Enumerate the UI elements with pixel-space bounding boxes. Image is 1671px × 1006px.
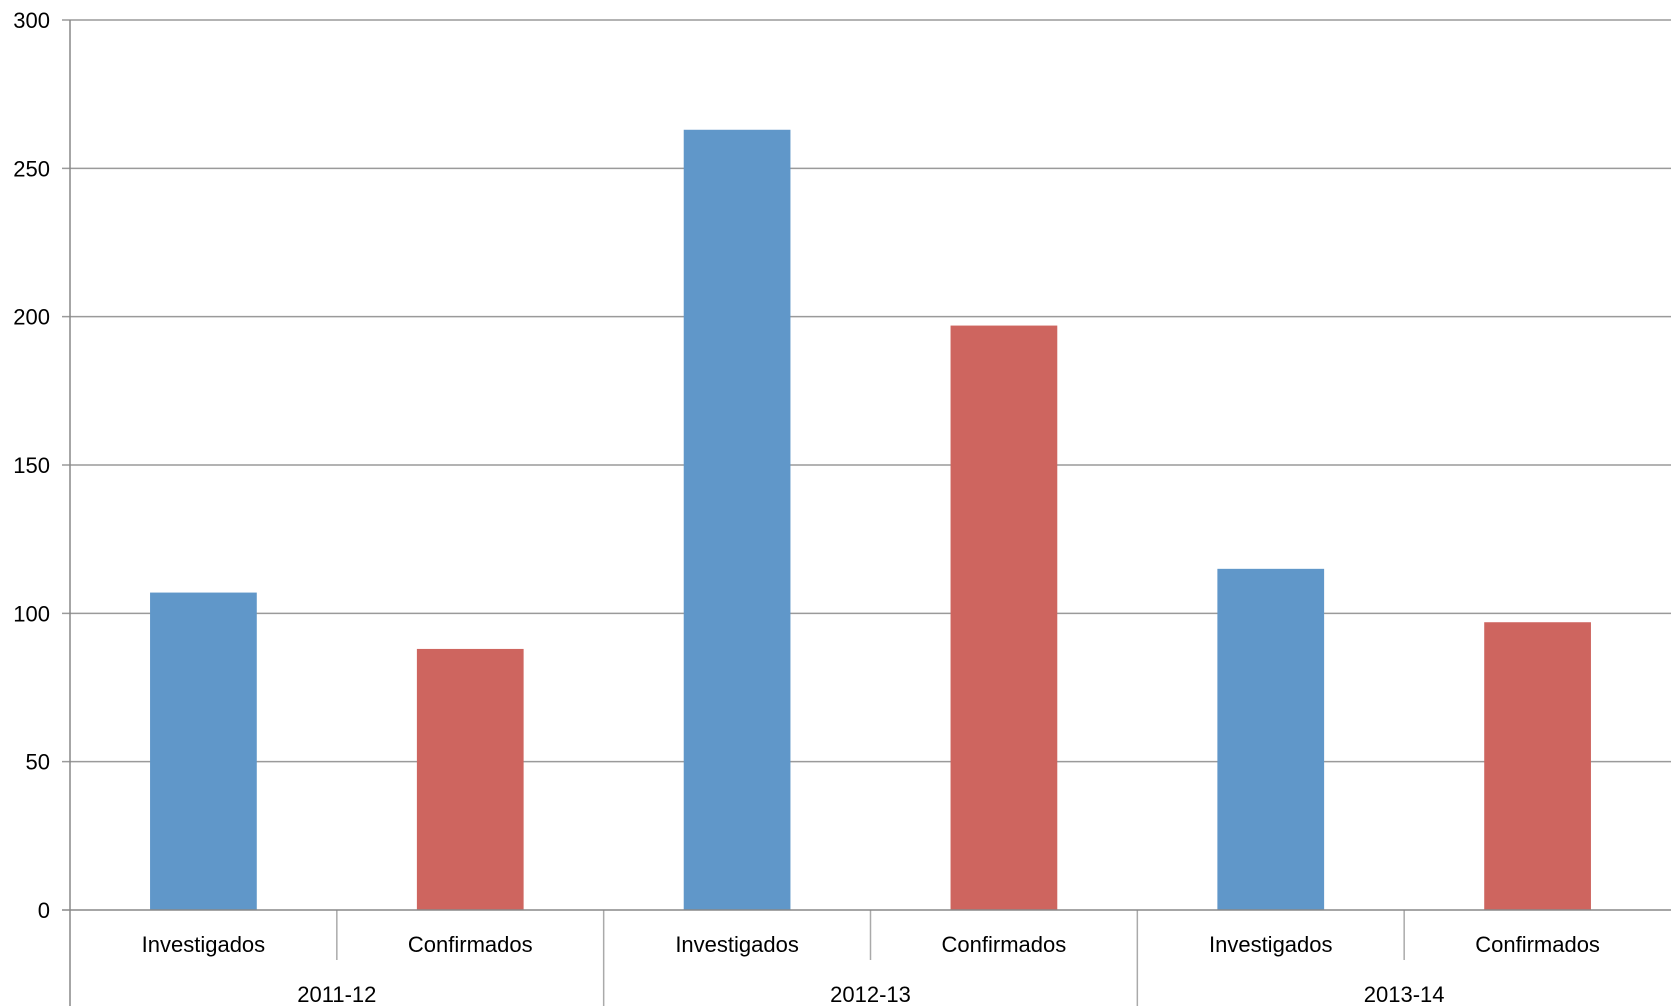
axes [62,20,1671,1006]
grid-lines [62,19,1671,763]
y-tick-label: 300 [13,8,50,33]
group-label: 2013-14 [1364,982,1445,1006]
bar-category-label: Confirmados [408,932,533,957]
bar-2011-12-confirmados [416,648,524,910]
y-tick-label: 250 [13,156,50,181]
bar-category-label: Confirmados [942,932,1067,957]
y-tick-label: 150 [13,453,50,478]
bar-2013-14-confirmados [1484,622,1591,910]
y-axis-tick-labels: 0 50 100 150 200 250 300 [13,8,50,923]
y-tick-label: 200 [13,305,50,330]
bar-category-label: Investigados [675,932,799,957]
bar-2013-14-investigados [1217,568,1325,910]
category-labels: Investigados Confirmados 2011-12 Investigad… [142,932,1600,1006]
bar-category-label: Confirmados [1475,932,1600,957]
bar-2012-13-investigados [683,129,791,910]
bars [150,129,1591,911]
y-tick-label: 50 [26,750,50,775]
group-label: 2012-13 [830,982,911,1006]
group-label: 2011-12 [297,982,376,1006]
bar-2011-12-investigados [150,592,257,910]
bar-2012-13-confirmados [950,325,1058,911]
bar-category-label: Investigados [1209,932,1333,957]
bar-category-label: Investigados [142,932,266,957]
y-tick-label: 0 [38,898,50,923]
y-tick-label: 100 [13,601,50,626]
